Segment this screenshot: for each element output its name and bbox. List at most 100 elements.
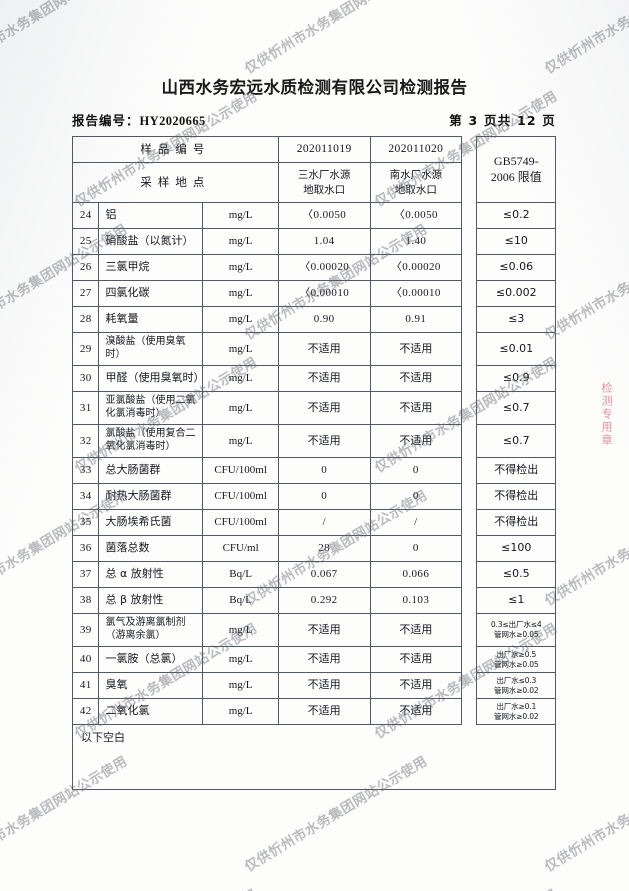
row-value-sample-2: / [369,509,463,536]
row-value-sample-1: 不适用 [277,424,371,458]
row-value-sample-1: 0 [277,483,371,510]
table-row: 27 四氯化碳 mg/L 〈0.00010 〈0.00010 ≤0.002 [71,280,556,307]
row-value-sample-1: 0.90 [277,306,371,333]
row-item-name: 溴酸盐（使用臭氧时） [98,332,204,366]
row-value-sample-2: 不适用 [369,698,463,725]
row-unit: Bq/L [202,561,279,588]
row-value-sample-2: 不适用 [369,672,463,699]
row-value-sample-1: 〈0.0050 [277,202,371,229]
row-item-name: 硝酸盐（以氮计） [98,228,204,255]
row-limit: 0.3≤出厂水≤4 管网水≥0.05 [476,613,556,647]
row-limit: ≤100 [476,535,556,562]
row-number: 40 [71,646,100,673]
red-stamp-fragment: 检测专用章 [600,382,613,447]
row-limit: 不得检出 [476,509,556,536]
row-item-name: 耗氧量 [98,306,204,333]
row-item-name: 三氯甲烷 [98,254,204,281]
row-unit: CFU/100ml [202,483,279,510]
row-limit: 不得检出 [476,457,556,484]
row-number: 38 [71,587,100,614]
row-item-name: 菌落总数 [98,535,204,562]
row-value-sample-2: 0 [369,457,463,484]
row-limit: ≤0.7 [476,424,556,458]
sampling-site-1: 三水厂水源 地取水口 [277,162,371,203]
row-limit: ≤0.2 [476,202,556,229]
row-unit: mg/L [202,646,279,673]
table-row: 39 氯气及游离氯制剂（游离余氯） mg/L 不适用 不适用 0.3≤出厂水≤4 管网水≥0… [71,613,556,647]
row-unit: mg/L [202,280,279,307]
row-unit: CFU/100ml [202,509,279,536]
row-value-sample-1: 不适用 [277,613,371,647]
row-value-sample-2: 〈0.00010 [369,280,463,307]
row-value-sample-2: 0.91 [369,306,463,333]
watermark-text: 仅供忻州市水务集团网站公示使用 [70,883,260,891]
report-number: 报告编号：HY2020665 [72,110,206,129]
report-meta-row: 报告编号：HY2020665 第 3 页共 12 页 [72,110,556,129]
row-number: 24 [71,202,100,229]
row-value-sample-2: 不适用 [369,613,463,647]
spacer-column [461,136,478,725]
row-value-sample-1: 〈0.00010 [277,280,371,307]
row-limit: 不得检出 [476,483,556,510]
table-row: 37 总 α 放射性 Bq/L 0.067 0.066 ≤0.5 [71,561,556,588]
row-value-sample-1: 0 [277,457,371,484]
row-number: 41 [71,672,100,699]
row-item-name: 氯气及游离氯制剂（游离余氯） [98,613,204,647]
row-number: 25 [71,228,100,255]
blank-remainder-area: 以下空白 [72,725,556,790]
row-unit: mg/L [202,698,279,725]
row-item-name: 铝 [98,202,204,229]
row-item-name: 总 β 放射性 [98,587,204,614]
row-item-name: 大肠埃希氏菌 [98,509,204,536]
row-number: 39 [71,613,100,647]
row-limit: ≤0.9 [476,365,556,392]
row-value-sample-2: 0 [369,535,463,562]
row-limit: ≤0.5 [476,561,556,588]
table-row: 29 溴酸盐（使用臭氧时） mg/L 不适用 不适用 ≤0.01 [71,332,556,366]
row-limit: 出厂水≥0.5 管网水≥0.05 [476,646,556,673]
row-number: 28 [71,306,100,333]
row-value-sample-1: 〈0.00020 [277,254,371,281]
table-row: 38 总 β 放射性 Bq/L 0.292 0.103 ≤1 [71,587,556,614]
row-number: 29 [71,332,100,366]
row-number: 37 [71,561,100,588]
watermark-text: 仅供忻州市水务集团网站公示使用 [242,0,431,78]
table-header-sampling-site: 采样地点 三水厂水源 地取水口 南水厂水源 地取水口 [72,162,556,203]
row-value-sample-2: 0.066 [369,561,463,588]
row-item-name: 氯酸盐（使用复合二氧化氯消毒时） [98,424,204,458]
row-value-sample-1: 不适用 [277,365,371,392]
row-value-sample-2: 不适用 [369,391,463,425]
row-value-sample-2: 1.40 [369,228,463,255]
row-item-name: 二氧化氯 [98,698,204,725]
row-number: 27 [71,280,100,307]
row-item-name: 总大肠菌群 [98,457,204,484]
row-number: 35 [71,509,100,536]
row-number: 26 [71,254,100,281]
table-row: 40 一氯胺（总氯） mg/L 不适用 不适用 出厂水≥0.5 管网水≥0.05 [71,646,556,673]
row-value-sample-2: 不适用 [369,365,463,392]
sample-no-label: 样品编号 [72,136,279,163]
row-number: 30 [71,365,100,392]
row-unit: mg/L [202,254,279,281]
report-number-label: 报告编号： [72,113,140,128]
row-unit: mg/L [202,613,279,647]
page-title: 山西水务宏远水质检测有限公司检测报告 [161,78,468,97]
table-row: 41 臭氧 mg/L 不适用 不适用 出厂水≤0.3 管网水≥0.02 [71,672,556,699]
sample-no-1: 202011019 [277,136,371,163]
row-limit: ≤0.06 [476,254,556,281]
row-limit: ≤0.01 [476,332,556,366]
row-value-sample-2: 〈0.00020 [369,254,463,281]
row-unit: mg/L [202,228,279,255]
row-value-sample-2: 〈0.0050 [369,202,463,229]
row-item-name: 耐热大肠菌群 [98,483,204,510]
table-row: 31 亚氯酸盐（使用二氧化氯消毒时） mg/L 不适用 不适用 ≤0.7 [71,391,556,425]
row-unit: mg/L [202,672,279,699]
row-unit: mg/L [202,306,279,333]
report-number-value: HY2020665 [139,114,206,128]
row-unit: CFU/ml [202,535,279,562]
table-row: 28 耗氧量 mg/L 0.90 0.91 ≤3 [71,306,556,333]
row-value-sample-1: / [277,509,371,536]
watermark-text: 仅供忻州市水务集团网站公示使用 [370,883,560,891]
limit-column-header: GB5749- 2006 限值 [476,136,556,203]
